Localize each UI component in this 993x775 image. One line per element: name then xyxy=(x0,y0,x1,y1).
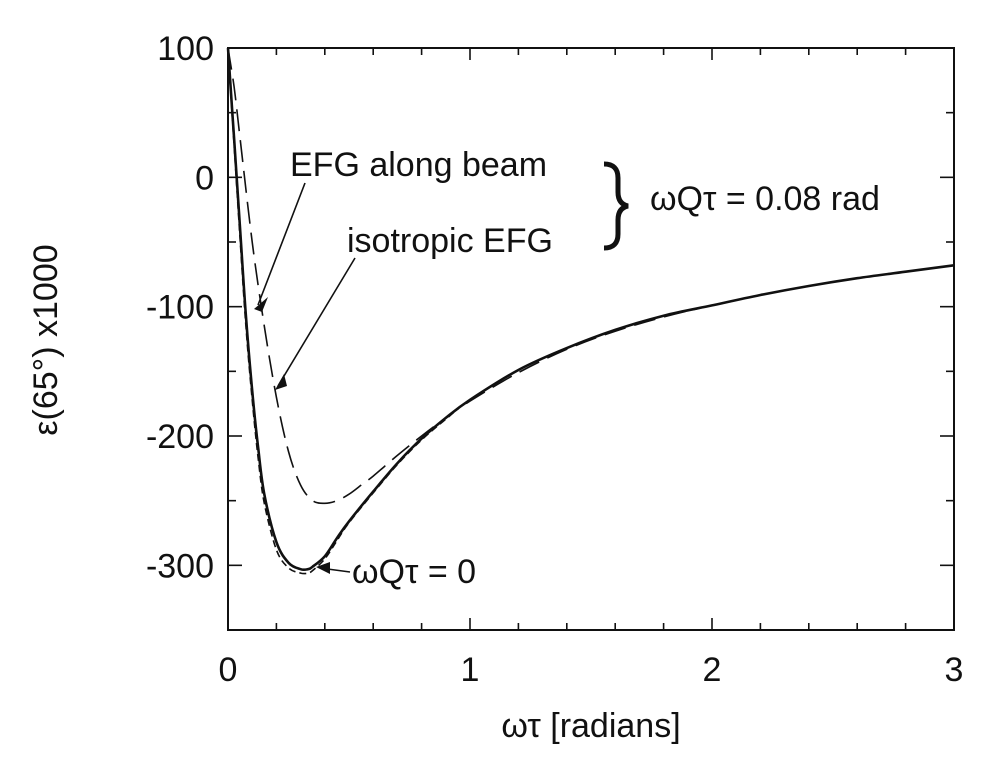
series-line-isotropic-efg xyxy=(227,47,955,505)
tick-labels: 0 1 2 3 100 0 -100 -200 -300 xyxy=(146,30,964,689)
annotation-isotropic-efg: isotropic EFG xyxy=(347,222,553,260)
y-tick-label: -300 xyxy=(146,547,214,585)
plot-frame xyxy=(227,47,955,631)
x-tick-label: 2 xyxy=(703,651,722,689)
arrow-omega-q-tau-0 xyxy=(316,562,351,574)
y-tick-label: 100 xyxy=(157,30,214,68)
x-tick-label: 1 xyxy=(461,651,480,689)
series-line-efg-along-beam xyxy=(226,47,955,572)
annotation-omega-q-tau-008: ωQτ = 0.08 rad xyxy=(650,180,880,218)
series-layer xyxy=(226,47,955,575)
y-tick-label: -200 xyxy=(146,418,214,456)
arrow-efg-along-beam xyxy=(254,182,306,312)
x-tick-label: 0 xyxy=(219,651,238,689)
y-axis-label: ε(65°) x1000 xyxy=(27,244,65,435)
series-line-q-0 xyxy=(227,47,955,575)
y-tick-label: -100 xyxy=(146,289,214,327)
x-tick-label: 3 xyxy=(945,651,964,689)
y-tick-label: 0 xyxy=(195,159,214,197)
arrow-isotropic-efg xyxy=(275,257,356,390)
grouping-brace xyxy=(603,161,629,251)
annotation-efg-along-beam: EFG along beam xyxy=(290,146,547,184)
annotation-omega-q-tau-0: ωQτ = 0 xyxy=(352,553,476,591)
x-axis-label: ωτ [radians] xyxy=(501,707,680,745)
